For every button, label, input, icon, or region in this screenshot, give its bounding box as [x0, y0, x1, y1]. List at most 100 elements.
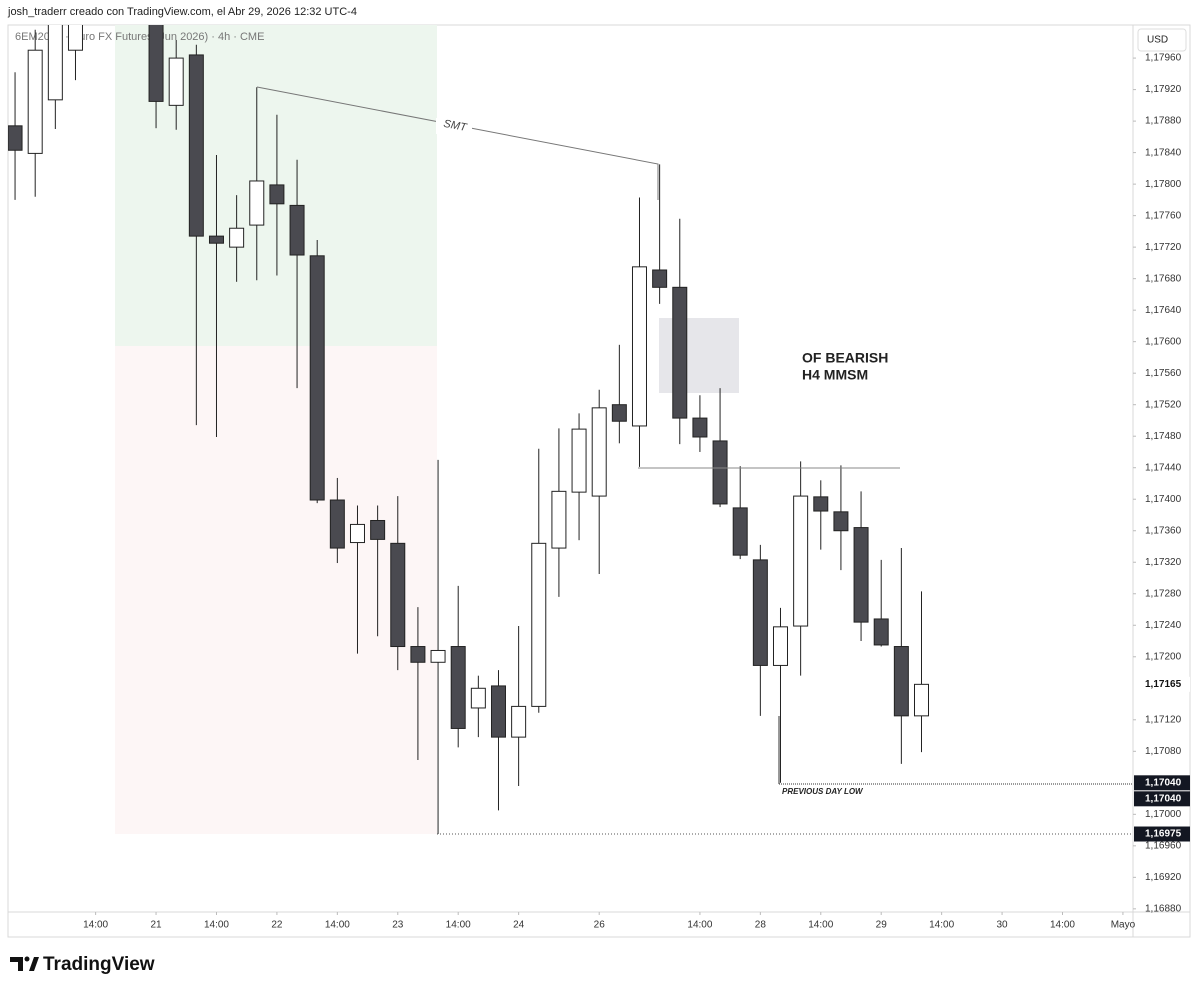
logo-icon — [24, 956, 30, 962]
candle-body — [913, 683, 929, 717]
currency-box — [1137, 28, 1187, 52]
x-tick-label: 14:00 — [204, 920, 229, 931]
x-tick-label: 14:00 — [83, 920, 108, 931]
logo-icon — [29, 957, 39, 971]
price-label: 1,17040 — [1145, 793, 1182, 804]
y-tick-label: 1,17200 — [1145, 651, 1182, 662]
candle-body — [793, 495, 809, 627]
candle-body — [672, 286, 688, 419]
smt-label-bg — [436, 118, 472, 134]
candle-body — [27, 49, 43, 154]
candle-body — [873, 618, 889, 646]
candle-body — [571, 428, 587, 493]
candle-body — [168, 57, 184, 106]
y-tick-label: 1,17960 — [1145, 53, 1182, 64]
x-tick-label: Mayo — [1111, 920, 1136, 931]
y-tick-label: 1,17920 — [1145, 84, 1182, 95]
candle-body — [833, 511, 849, 532]
y-tick-label: 1,17240 — [1145, 620, 1182, 631]
candle-body — [148, 25, 164, 102]
candle-body — [249, 180, 265, 226]
y-tick-label: 1,17560 — [1145, 368, 1182, 379]
y-tick-label: 1,16880 — [1145, 903, 1182, 914]
candle-body — [813, 496, 829, 512]
y-tick-label: 1,17480 — [1145, 431, 1182, 442]
y-tick-label: 1,17360 — [1145, 525, 1182, 536]
y-tick-label: 1,17440 — [1145, 462, 1182, 473]
candle-body — [47, 25, 63, 101]
y-tick-label: 1,17800 — [1145, 179, 1182, 190]
smt-label: SMT — [442, 118, 468, 134]
price-label: 1,16975 — [1145, 829, 1182, 840]
candle-body — [410, 646, 426, 663]
x-tick-label: 14:00 — [1050, 920, 1075, 931]
candle-body — [712, 440, 728, 505]
candle-body — [269, 184, 285, 205]
y-tick-label: 1,17000 — [1145, 809, 1182, 820]
candle-body — [470, 687, 486, 709]
y-tick-label: 1,17080 — [1145, 746, 1182, 757]
candle-body — [329, 499, 345, 549]
price-label-box — [1134, 826, 1190, 842]
candles — [8, 25, 929, 835]
y-tick-label: 1,17400 — [1145, 494, 1182, 505]
price-label: 1,17040 — [1145, 777, 1182, 788]
candle-body — [430, 649, 446, 663]
annotation: PREVIOUS DAY LOW — [782, 787, 864, 796]
candle-body — [349, 523, 365, 544]
candle-body — [309, 255, 325, 501]
price-label-box — [1134, 775, 1190, 791]
x-tick-label: 23 — [392, 920, 404, 931]
candle-body — [208, 235, 224, 244]
y-tick-label: 1,17840 — [1145, 147, 1182, 158]
discount-zone — [115, 346, 437, 834]
candle-body — [490, 685, 506, 738]
x-tick-label: 14:00 — [808, 920, 833, 931]
brand: TradingView — [43, 954, 155, 975]
fvg-box — [659, 318, 739, 393]
candle-body — [853, 527, 869, 623]
price-label-box — [1134, 791, 1190, 807]
y-tick-label: 1,17120 — [1145, 714, 1182, 725]
smt-line — [256, 86, 659, 200]
x-tick-label: 14:00 — [446, 920, 471, 931]
y-tick-label: 1,17880 — [1145, 116, 1182, 127]
y-tick-label: 1,16920 — [1145, 872, 1182, 883]
candle-body — [450, 646, 466, 729]
y-tick-label: 1,17320 — [1145, 557, 1182, 568]
y-tick-label: 1,17280 — [1145, 588, 1182, 599]
candle-body — [611, 404, 627, 422]
x-tick-label: 14:00 — [325, 920, 350, 931]
logo-icon — [10, 957, 23, 971]
candle-body — [511, 705, 527, 738]
y-tick-label: 1,17520 — [1145, 399, 1182, 410]
candle-body — [188, 54, 204, 237]
candle-body — [732, 507, 748, 556]
candle-body — [67, 25, 83, 51]
x-tick-label: 29 — [876, 920, 888, 931]
logo: TradingView — [10, 954, 155, 975]
x-tick-label: 22 — [271, 920, 283, 931]
candle-body — [631, 266, 647, 427]
x-tick-label: 30 — [997, 920, 1009, 931]
candle-body — [390, 542, 406, 648]
candle-body — [551, 490, 567, 549]
candle-body — [289, 204, 305, 256]
x-tick-label: 24 — [513, 920, 525, 931]
currency: USD — [1147, 35, 1168, 46]
y-tick-label: 1,17600 — [1145, 336, 1182, 347]
candle-body — [531, 542, 547, 707]
annotation: H4 MMSM — [802, 367, 868, 383]
candle-body — [370, 519, 386, 540]
price-label-bg — [1134, 676, 1190, 692]
candle-body — [8, 125, 23, 151]
x-tick-label: 14:00 — [687, 920, 712, 931]
x-tick-label: 26 — [594, 920, 606, 931]
annotation: OF BEARISH — [802, 350, 888, 366]
x-tick-label: 14:00 — [929, 920, 954, 931]
candle-body — [692, 417, 708, 438]
candle-body — [652, 269, 668, 288]
candle-body — [229, 227, 245, 248]
y-tick-label: 1,17680 — [1145, 273, 1182, 284]
